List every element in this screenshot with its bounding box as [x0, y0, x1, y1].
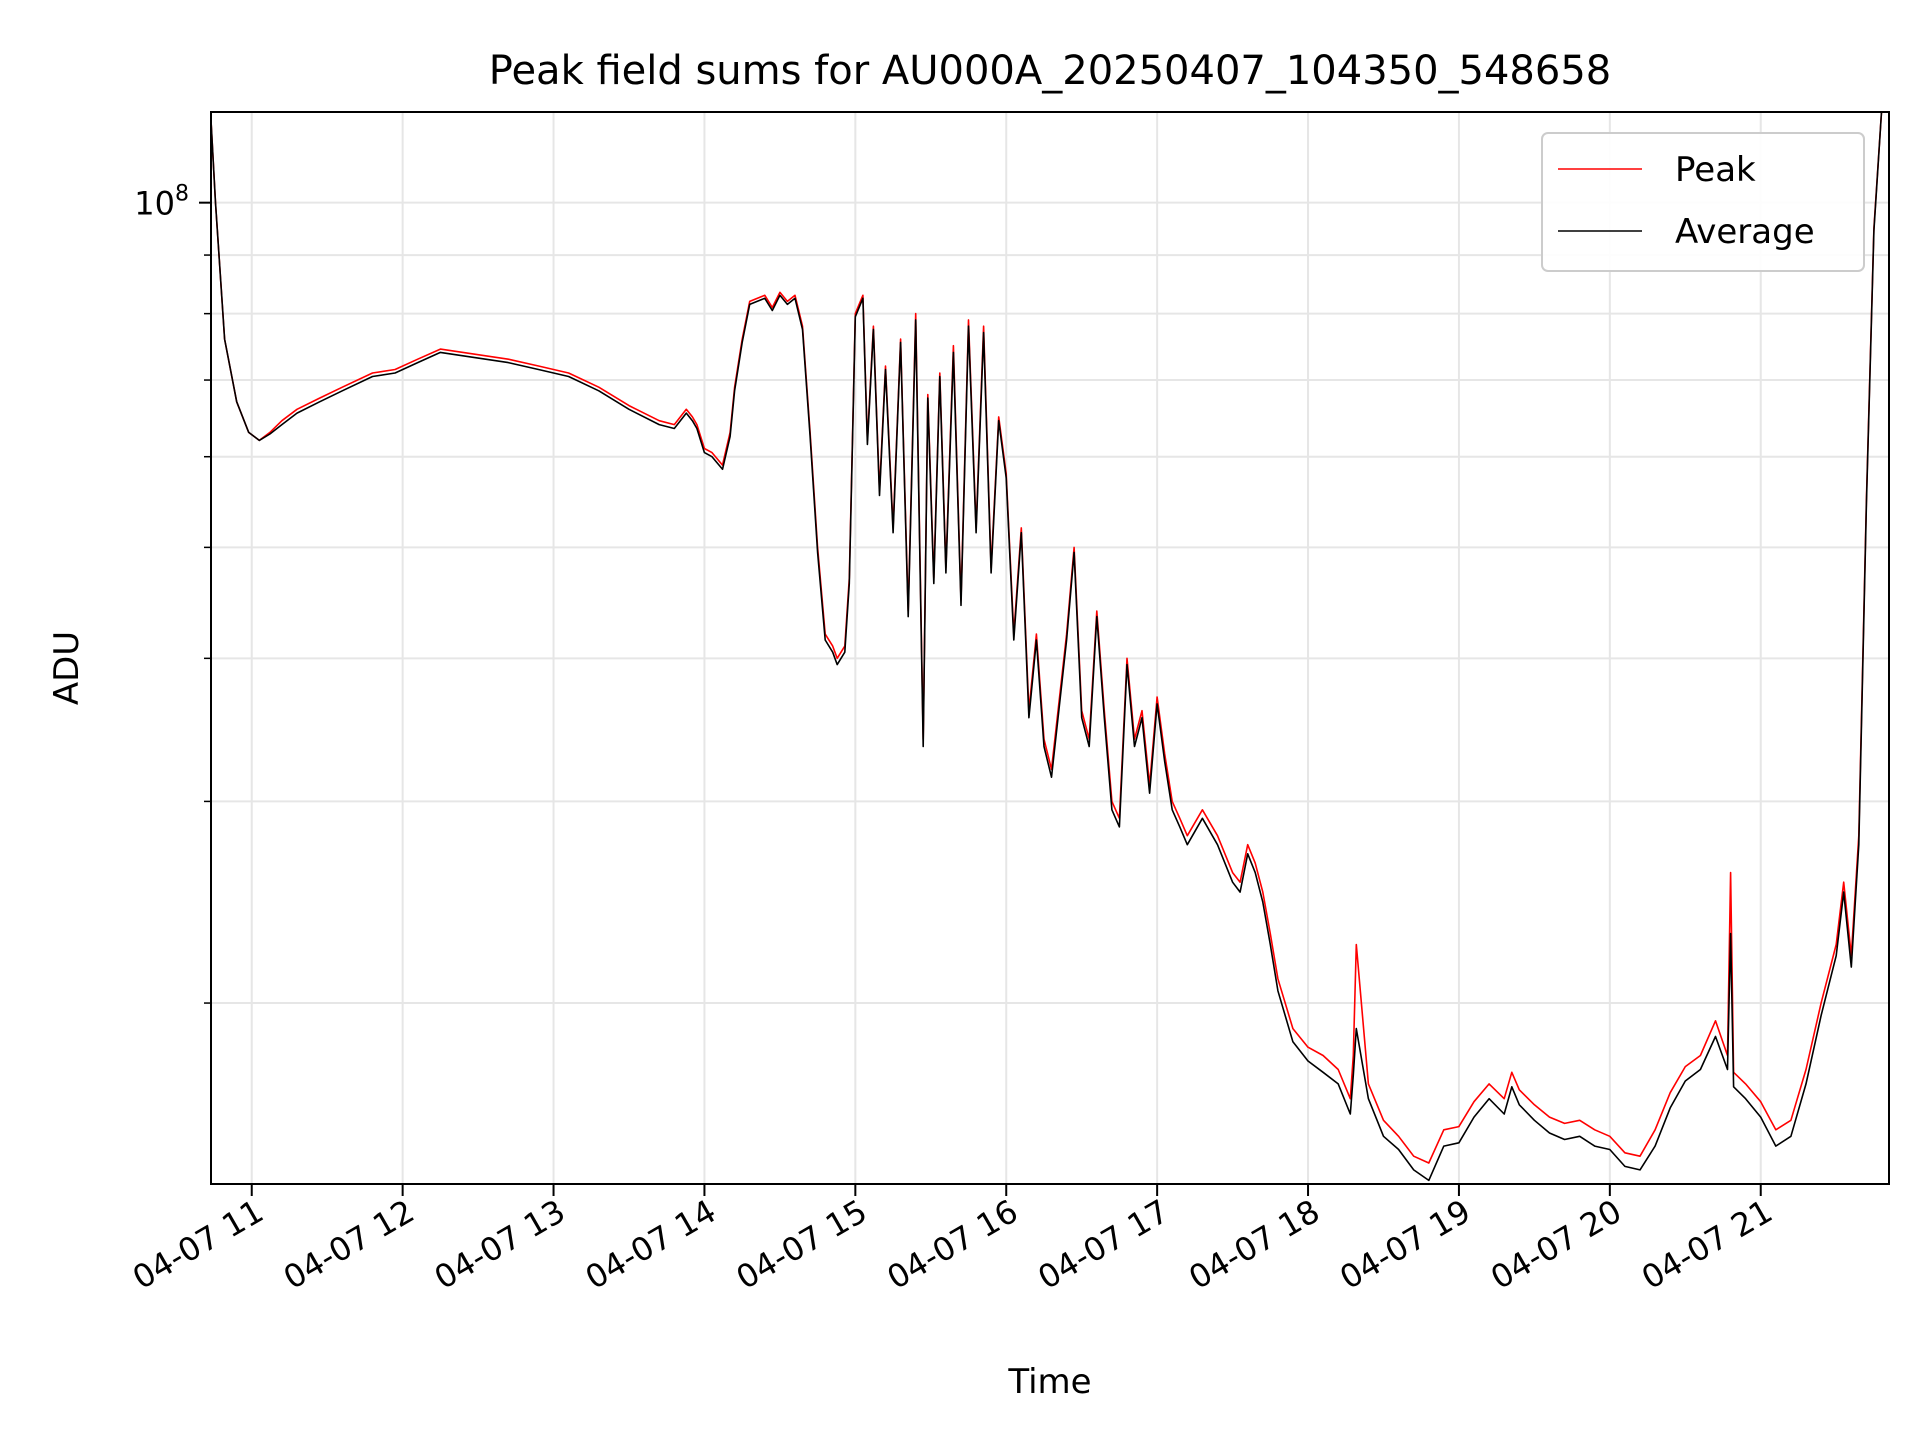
y-tick-label: 108 [134, 182, 189, 223]
series-group [210, 111, 1883, 1182]
legend-peak-label: Peak [1675, 150, 1756, 190]
legend: Peak Average [1541, 132, 1865, 272]
legend-box [1541, 132, 1865, 272]
x-axis: 04-07 11 04-07 12 04-07 13 04-07 14 04-07 15… [126, 1184, 1779, 1297]
legend-average-label: Average [1675, 212, 1815, 252]
plot-frame [210, 111, 1890, 1185]
plot-background [211, 112, 1889, 1184]
y-axis: 108 [134, 182, 211, 1004]
x-tick-label: 04-07 11 [126, 1192, 270, 1297]
x-tick-label: 04-07 12 [277, 1192, 421, 1297]
chart-title: Peak field sums for AU000A_20250407_1043… [489, 48, 1611, 94]
x-tick-label: 04-07 21 [1635, 1192, 1779, 1297]
grid [211, 112, 1889, 1184]
x-tick-label: 04-07 17 [1032, 1192, 1176, 1297]
x-tick-label: 04-07 13 [428, 1192, 572, 1297]
series-line-peak [210, 111, 1883, 1164]
x-tick-label: 04-07 16 [881, 1192, 1025, 1297]
y-axis-label: ADU [47, 631, 87, 705]
x-tick-label: 04-07 15 [730, 1192, 874, 1297]
x-tick-label: 04-07 14 [579, 1192, 723, 1297]
x-axis-label: Time [1007, 1362, 1091, 1402]
series-line-average [210, 111, 1883, 1182]
x-tick-label: 04-07 20 [1484, 1192, 1628, 1297]
x-tick-label: 04-07 19 [1333, 1192, 1477, 1297]
x-tick-label: 04-07 18 [1182, 1192, 1326, 1297]
